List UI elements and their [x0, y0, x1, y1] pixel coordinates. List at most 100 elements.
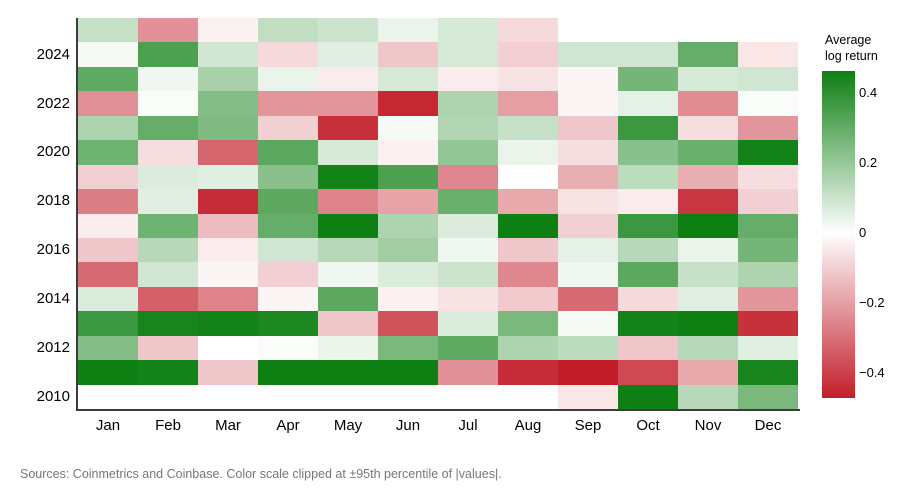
heatmap-cell — [318, 335, 378, 361]
colorbar-tick-label: 0.2 — [859, 155, 878, 170]
x-tick-label: Dec — [754, 417, 782, 434]
heatmap-cell — [498, 360, 558, 385]
x-tick-label: Jan — [95, 417, 121, 434]
heatmap-cell — [438, 18, 498, 43]
heatmap-cell — [438, 115, 498, 141]
heatmap-cell — [678, 164, 738, 190]
x-tick-label: Jun — [395, 417, 421, 434]
heatmap-cell — [378, 384, 438, 409]
heatmap-cell — [258, 286, 318, 312]
heatmap-cell — [438, 91, 498, 116]
heatmap-cell — [258, 237, 318, 263]
heatmap-cell — [198, 189, 258, 214]
heatmap-cell — [558, 384, 618, 409]
heatmap-cell — [258, 91, 318, 116]
heatmap-cell — [198, 237, 258, 263]
heatmap-cell — [618, 140, 678, 165]
colorbar-title-line2: log return — [825, 49, 878, 63]
heatmap-cell — [438, 213, 498, 238]
heatmap-cell — [558, 115, 618, 141]
heatmap-cell — [498, 18, 558, 43]
heatmap-cell — [258, 115, 318, 141]
heatmap-cell — [558, 311, 618, 336]
heatmap-cell — [738, 213, 798, 238]
heatmap-cell — [258, 140, 318, 165]
heatmap-cell — [378, 91, 438, 116]
heatmap-cell — [498, 42, 558, 67]
heatmap-cell — [318, 237, 378, 263]
heatmap-cell — [438, 140, 498, 165]
heatmap-cell — [78, 262, 138, 287]
x-tick-label: Mar — [215, 417, 241, 434]
heatmap-cell — [138, 286, 198, 312]
x-tick-label: Feb — [155, 417, 181, 434]
heatmap-cell — [618, 286, 678, 312]
heatmap-cell — [738, 115, 798, 141]
heatmap-cell — [678, 286, 738, 312]
heatmap-cell — [498, 262, 558, 287]
heatmap-cell — [498, 286, 558, 312]
heatmap-cell — [378, 115, 438, 141]
heatmap-cell — [738, 42, 798, 67]
heatmap-cell — [78, 189, 138, 214]
heatmap-cell — [678, 311, 738, 336]
heatmap-cell — [498, 335, 558, 361]
heatmap-cell — [618, 311, 678, 336]
heatmap-cell — [558, 360, 618, 385]
heatmap-cell — [198, 262, 258, 287]
y-tick-label: 2022 — [36, 94, 70, 112]
heatmap-cell — [318, 164, 378, 190]
heatmap-cell — [618, 213, 678, 238]
heatmap-cell — [258, 311, 318, 336]
heatmap-cell — [138, 115, 198, 141]
heatmap-cell — [378, 262, 438, 287]
heatmap-cell — [198, 91, 258, 116]
heatmap-cell — [738, 66, 798, 92]
heatmap-cell — [618, 360, 678, 385]
heatmap-cell — [78, 42, 138, 67]
heatmap-cell — [258, 42, 318, 67]
heatmap-cell — [78, 91, 138, 116]
y-tick-label: 2020 — [36, 143, 70, 161]
heatmap-cell — [678, 66, 738, 92]
heatmap-cell — [378, 164, 438, 190]
x-tick-label: Aug — [514, 417, 542, 434]
heatmap-cell — [78, 286, 138, 312]
heatmap-cell — [318, 286, 378, 312]
heatmap-cell — [438, 42, 498, 67]
heatmap-cell — [438, 164, 498, 190]
heatmap-cell — [678, 262, 738, 287]
heatmap-cell — [78, 66, 138, 92]
heatmap-cell — [318, 384, 378, 409]
heatmap-cell — [678, 213, 738, 238]
heatmap-cell — [138, 213, 198, 238]
heatmap-cell — [138, 140, 198, 165]
heatmap-cell — [78, 360, 138, 385]
heatmap-cell — [558, 66, 618, 92]
heatmap-cell — [618, 237, 678, 263]
heatmap-cell — [318, 213, 378, 238]
heatmap-cell — [198, 66, 258, 92]
heatmap-cell — [138, 189, 198, 214]
heatmap-cell — [258, 213, 318, 238]
heatmap-cell — [318, 189, 378, 214]
heatmap-cell — [258, 335, 318, 361]
heatmap-cell — [678, 91, 738, 116]
heatmap-cell — [438, 384, 498, 409]
heatmap-cell — [378, 286, 438, 312]
heatmap-cell — [438, 262, 498, 287]
heatmap-cell — [198, 286, 258, 312]
heatmap-cell — [738, 164, 798, 190]
heatmap-cell — [138, 311, 198, 336]
heatmap-cell — [738, 237, 798, 263]
heatmap-cell — [78, 164, 138, 190]
heatmap-cell — [318, 91, 378, 116]
heatmap-cell — [198, 335, 258, 361]
heatmap-cell — [258, 66, 318, 92]
heatmap-cell — [198, 115, 258, 141]
heatmap-cell — [198, 164, 258, 190]
heatmap-cell — [138, 164, 198, 190]
heatmap-cell — [738, 262, 798, 287]
heatmap-cell — [558, 42, 618, 67]
heatmap-cell — [138, 384, 198, 409]
